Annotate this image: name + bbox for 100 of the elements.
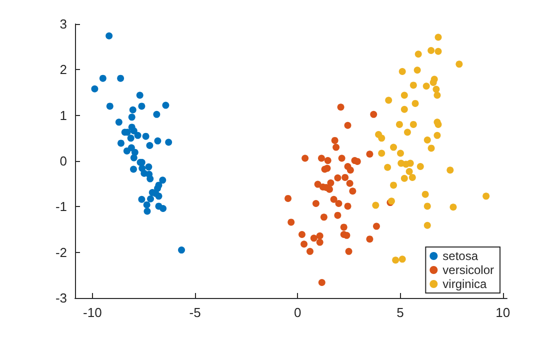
point — [330, 196, 338, 203]
point — [400, 92, 408, 99]
point — [338, 154, 346, 162]
point — [146, 142, 154, 149]
x-tick-label: 5 — [396, 305, 404, 320]
point — [159, 176, 166, 184]
point — [434, 34, 442, 41]
y-tick-label: 0 — [60, 154, 67, 168]
point — [342, 174, 349, 181]
point — [147, 195, 154, 202]
point — [334, 174, 342, 182]
point — [162, 102, 170, 109]
point — [404, 128, 411, 136]
point — [344, 122, 352, 129]
y-tick-label: -2 — [55, 244, 67, 260]
point — [154, 137, 162, 144]
point — [428, 144, 435, 152]
point — [343, 232, 350, 239]
point — [91, 85, 98, 92]
point — [318, 278, 326, 286]
point — [390, 144, 398, 151]
point — [134, 132, 142, 139]
point — [117, 140, 124, 147]
point — [446, 166, 454, 174]
y-tick-label: -1 — [55, 199, 67, 214]
point — [300, 240, 308, 248]
point — [396, 120, 403, 128]
point — [396, 150, 404, 157]
point — [410, 120, 417, 128]
point — [424, 202, 431, 210]
point — [138, 196, 146, 203]
point — [406, 168, 413, 175]
point — [346, 180, 354, 187]
point — [123, 147, 130, 154]
point — [318, 154, 325, 162]
point — [414, 66, 421, 74]
point — [129, 106, 136, 114]
point — [320, 214, 328, 221]
y-tick-label: 1 — [60, 108, 67, 123]
point — [378, 134, 386, 142]
point — [155, 192, 162, 200]
legend-label: virginica — [442, 277, 487, 291]
x-tick-label: -5 — [189, 305, 201, 320]
point — [456, 60, 463, 68]
point — [316, 232, 324, 240]
point — [284, 194, 292, 202]
point — [400, 174, 408, 182]
x-tick-label: -10 — [83, 305, 102, 320]
point — [316, 238, 324, 246]
point — [384, 164, 392, 171]
point — [117, 74, 124, 82]
point — [337, 104, 344, 111]
point — [332, 144, 340, 151]
x-tick-label: 10 — [496, 305, 510, 320]
point — [106, 102, 114, 110]
point — [106, 32, 113, 40]
point — [288, 218, 295, 226]
legend-label: setosa — [442, 249, 478, 263]
point — [324, 157, 332, 164]
point — [410, 82, 417, 89]
point — [115, 118, 122, 126]
point — [143, 201, 150, 208]
point — [298, 231, 306, 238]
point — [144, 208, 151, 215]
point — [130, 166, 137, 173]
point — [321, 166, 328, 173]
point — [434, 92, 441, 99]
point — [136, 92, 144, 99]
point — [160, 204, 167, 212]
point — [165, 138, 172, 146]
point — [422, 190, 429, 198]
y-tick-label: 3 — [60, 16, 67, 32]
point — [412, 100, 419, 107]
point — [408, 174, 416, 181]
point — [385, 96, 392, 104]
point — [366, 236, 374, 243]
point — [378, 150, 386, 157]
point — [178, 246, 186, 254]
point — [344, 202, 352, 210]
point — [400, 106, 408, 113]
point — [398, 256, 406, 263]
point — [482, 192, 490, 200]
point — [345, 248, 352, 255]
x-tick-label: 0 — [294, 305, 302, 320]
y-tick-label: 2 — [60, 62, 67, 78]
point — [424, 222, 431, 229]
point — [310, 234, 318, 242]
point — [424, 136, 431, 144]
point — [138, 102, 146, 110]
point — [434, 132, 441, 139]
point — [450, 204, 457, 211]
point — [398, 68, 406, 75]
point — [327, 179, 334, 186]
point — [372, 202, 380, 209]
point — [302, 154, 309, 162]
point — [130, 154, 138, 162]
point — [428, 46, 435, 54]
point — [306, 248, 314, 255]
y-tick-label: -3 — [55, 290, 67, 306]
point — [153, 110, 160, 118]
